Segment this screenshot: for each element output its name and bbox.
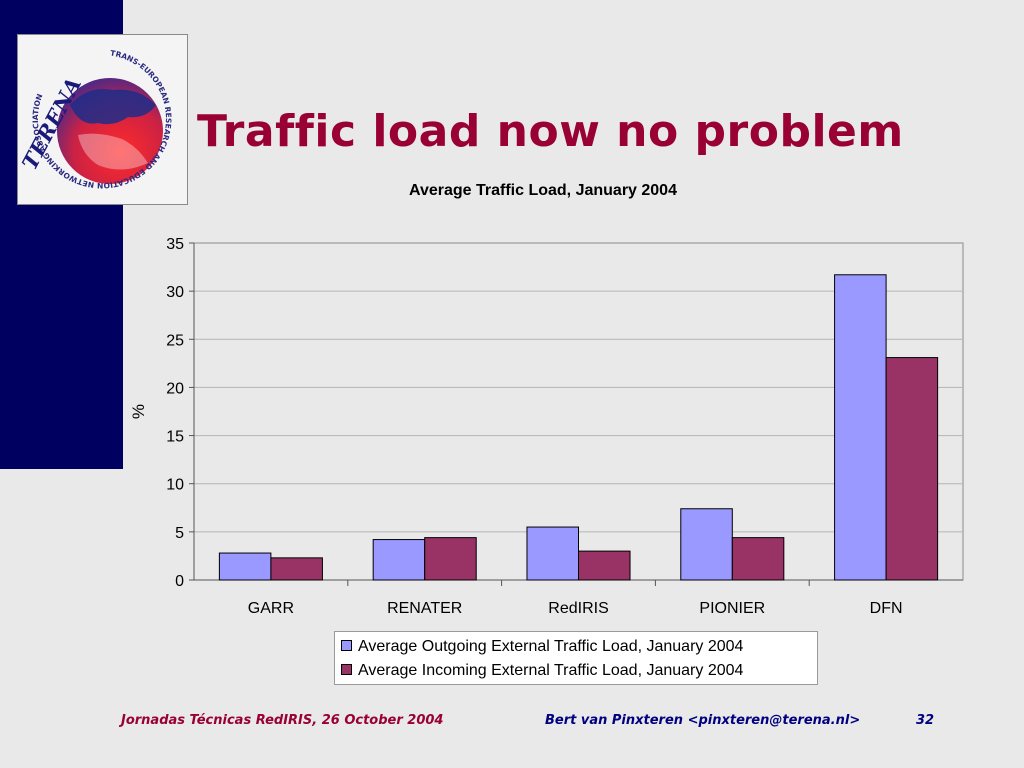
- y-tick-label: 10: [166, 477, 184, 494]
- y-tick-label: 30: [166, 284, 184, 301]
- legend-item-incoming: Average Incoming External Traffic Load, …: [341, 661, 743, 681]
- legend-item-outgoing: Average Outgoing External Traffic Load, …: [341, 637, 743, 657]
- bar-outgoing: [218, 552, 272, 581]
- chart-legend: Average Outgoing External Traffic Load, …: [334, 631, 818, 685]
- y-tick-label: 20: [166, 380, 184, 397]
- y-axis-label: %: [129, 404, 148, 419]
- footer-author: Bert van Pinxteren <pinxteren@terena.nl>: [545, 713, 861, 728]
- footer-event: Jornadas Técnicas RedIRIS, 26 October 20…: [121, 713, 444, 728]
- slide-title: Traffic load now no problem: [197, 106, 904, 157]
- legend-swatch-outgoing: [341, 639, 352, 651]
- bar-outgoing: [834, 274, 887, 581]
- y-tick-label: 0: [175, 573, 184, 590]
- y-tick-label: 35: [166, 236, 184, 253]
- y-tick-label: 5: [175, 525, 184, 542]
- bar-incoming: [578, 550, 631, 581]
- bar-outgoing: [680, 508, 733, 581]
- bar-incoming: [270, 557, 323, 581]
- bar-incoming: [731, 537, 785, 581]
- chart-title: Average Traffic Load, January 2004: [409, 182, 677, 199]
- x-tick-label: GARR: [248, 600, 294, 617]
- x-tick-label: RENATER: [387, 600, 462, 617]
- bar-incoming: [424, 537, 477, 581]
- x-tick-label: DFN: [870, 600, 903, 617]
- y-tick-label: 15: [166, 429, 184, 446]
- terena-logo: TRANS-EUROPEAN RESEARCH AND EDUCATION NE…: [17, 34, 188, 205]
- legend-label-outgoing: Average Outgoing External Traffic Load, …: [358, 638, 744, 655]
- legend-label-incoming: Average Incoming External Traffic Load, …: [358, 662, 744, 679]
- logo-emblem: TRANS-EUROPEAN RESEARCH AND EDUCATION NE…: [17, 49, 173, 191]
- x-tick-label: RedIRIS: [548, 600, 608, 617]
- bar-incoming: [885, 357, 939, 581]
- page-number: 32: [916, 713, 935, 728]
- bar-outgoing: [372, 539, 426, 581]
- bar-outgoing: [526, 526, 579, 581]
- legend-swatch-incoming: [341, 663, 352, 675]
- x-tick-label: PIONIER: [699, 600, 765, 617]
- y-tick-label: 25: [166, 332, 184, 349]
